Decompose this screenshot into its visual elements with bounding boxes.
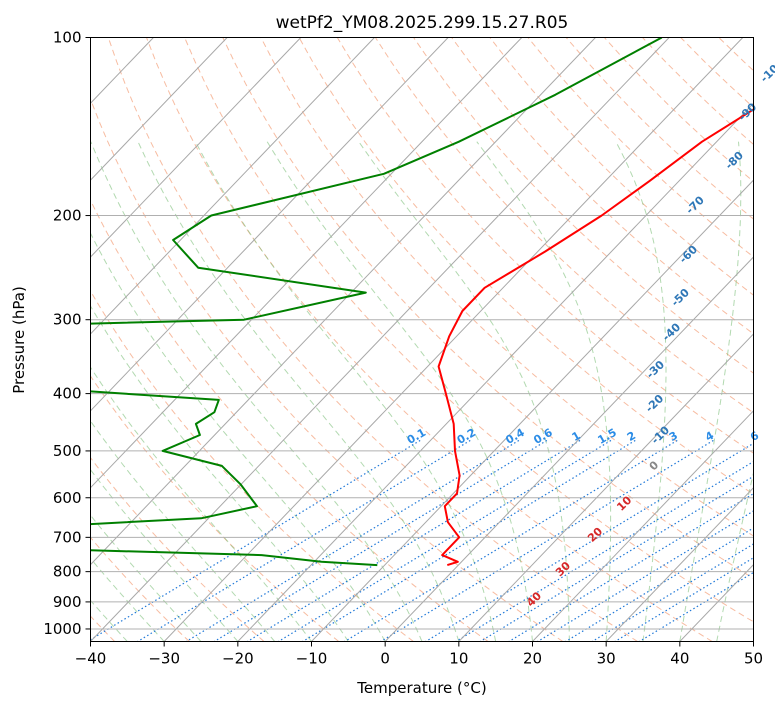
x-tick-label: 0: [380, 650, 390, 668]
mixing-ratio-line: [455, 460, 754, 642]
mixing-ratio-line: [425, 442, 754, 642]
isotherm: [384, 256, 754, 642]
isotherm: [90, 37, 375, 335]
plot-frame: [90, 37, 754, 642]
x-tick-label: 50: [744, 650, 763, 668]
dry-adiabat: [336, 37, 754, 454]
isotherm: [532, 410, 754, 642]
chart-title: wetPf2_YM08.2025.299.15.27.R05: [276, 13, 569, 33]
isotherm: [90, 37, 228, 181]
isotherm: [458, 333, 754, 642]
dry-adiabat: [260, 37, 754, 537]
dry-adiabat: [489, 37, 754, 296]
x-axis: −40 −30 −20 −10 0 10 20 30 40 50: [75, 641, 763, 668]
moist-adiabat: [90, 468, 239, 642]
x-tick-label: 40: [670, 650, 689, 668]
mixing-ratio-line: [185, 439, 520, 642]
isotherms: [90, 37, 754, 642]
y-tick-label: 600: [53, 489, 82, 507]
isotherm: [311, 179, 754, 642]
isotherm: [237, 102, 754, 642]
x-axis-label: Temperature (°C): [356, 679, 486, 697]
mixing-ratio-line: [247, 439, 581, 642]
y-tick-label: 300: [53, 311, 82, 329]
x-tick-label: −30: [148, 650, 180, 668]
profiles: [90, 37, 754, 567]
y-axis: 100 200 300 400 500 600 700 800 900 1000: [43, 29, 91, 638]
x-tick-label: 30: [597, 650, 616, 668]
isobars: [90, 37, 754, 630]
moist-adiabat: [90, 514, 202, 642]
isotherm: [90, 37, 302, 258]
dry-adiabat: [222, 37, 754, 580]
isotherm: [605, 486, 754, 642]
mixing-ratio-line: [90, 439, 421, 641]
x-tick-label: 20: [523, 650, 542, 668]
y-tick-label: 500: [53, 442, 82, 460]
y-tick-label: 900: [53, 593, 82, 611]
dry-adiabat: [90, 375, 340, 642]
mixing-ratio-line: [344, 439, 678, 642]
mixing-ratio-lines: [90, 439, 754, 642]
dry-adiabat: [451, 37, 754, 335]
x-tick-label: −10: [296, 650, 328, 668]
dry-adiabat: [374, 37, 754, 414]
isotherm: [90, 37, 670, 642]
dewpoint-profile: [90, 37, 663, 567]
dry-adiabat: [413, 37, 754, 374]
temperature-profile: [437, 108, 754, 567]
x-tick-label: 10: [449, 650, 468, 668]
y-tick-label: 700: [53, 528, 82, 546]
y-tick-label: 1000: [43, 620, 81, 638]
plot-area: [90, 37, 754, 642]
mixing-ratio-line: [137, 439, 471, 642]
y-tick-label: 800: [53, 563, 82, 581]
dry-adiabat: [298, 37, 754, 495]
isotherm: [90, 37, 523, 489]
dry-adiabat: [184, 37, 754, 623]
moist-adiabat: [90, 557, 165, 642]
dry-adiabat: [107, 37, 638, 642]
mixing-ratio-line: [278, 439, 612, 642]
x-tick-label: −20: [222, 650, 254, 668]
y-tick-label: 200: [53, 207, 82, 225]
mixing-ratio-line: [302, 439, 636, 642]
dry-adiabat: [90, 97, 564, 642]
isotherm: [90, 37, 596, 566]
x-tick-label: −40: [75, 650, 107, 668]
dry-adiabat: [90, 199, 489, 642]
mixing-ratio-line: [380, 439, 714, 642]
dry-adiabat: [90, 456, 265, 642]
mixing-ratio-line: [213, 439, 548, 642]
y-tick-label: 400: [53, 385, 82, 403]
y-axis-label: Pressure (hPa): [10, 286, 28, 394]
isotherm: [90, 37, 449, 412]
y-tick-label: 100: [53, 29, 82, 47]
moist-adiabat: [90, 420, 276, 642]
isotherm: [163, 37, 744, 642]
